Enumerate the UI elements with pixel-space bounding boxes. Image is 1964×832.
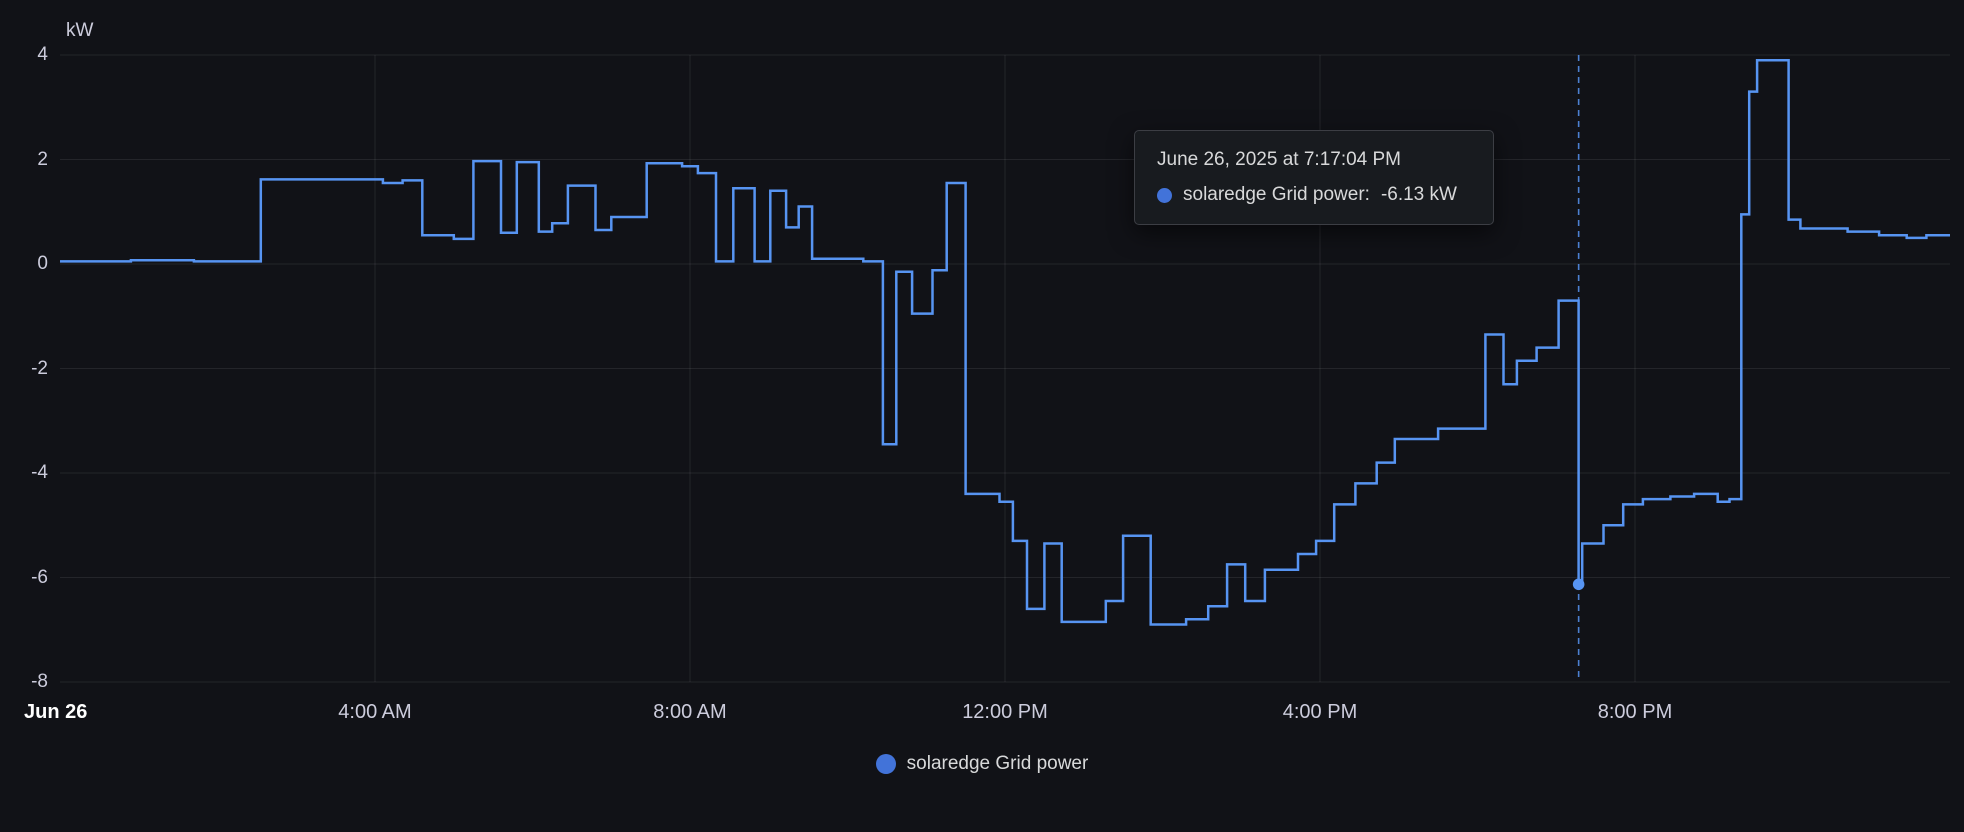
y-tick-label: -4 (31, 462, 48, 483)
highlight-point (1572, 578, 1585, 591)
y-tick-label: 2 (37, 148, 48, 170)
y-tick-label: -8 (31, 671, 48, 692)
x-tick-label: 12:00 PM (962, 701, 1048, 723)
y-tick-label: -2 (31, 357, 48, 379)
x-tick-label: 8:00 AM (653, 701, 727, 723)
legend-series-label: solaredge Grid power (906, 753, 1089, 774)
chart-tooltip: June 26, 2025 at 7:17:04 PM solaredge Gr… (1134, 130, 1494, 225)
y-tick-label: -6 (31, 566, 48, 588)
tooltip-series-label: solaredge Grid power: (1183, 184, 1370, 205)
x-tick-label: 4:00 PM (1282, 701, 1358, 723)
y-tick-label: 4 (37, 44, 48, 65)
tooltip-value: -6.13 kW (1380, 184, 1457, 205)
series-line (60, 58, 1950, 626)
x-tick-label: 8:00 PM (1597, 701, 1673, 723)
y-tick-label: 0 (37, 253, 48, 274)
series-marker-icon (1157, 187, 1172, 203)
tooltip-timestamp: June 26, 2025 at 7:17:04 PM (1157, 149, 1402, 170)
x-tick-label: 4:00 AM (338, 701, 412, 723)
y-axis-unit-label: kW (66, 20, 94, 41)
chart-legend[interactable]: solaredge Grid power (0, 753, 1964, 775)
legend-series-marker-icon (875, 754, 896, 774)
tooltip-series-row: solaredge Grid power: -6.13 kW (1157, 184, 1471, 206)
x-axis-first-tick: Jun 26 (24, 701, 88, 723)
